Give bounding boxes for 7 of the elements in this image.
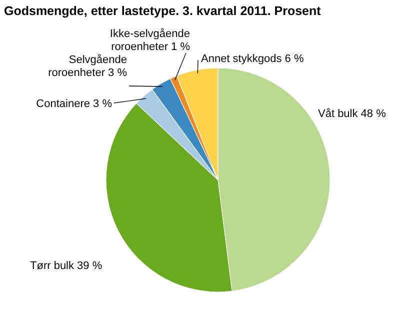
slice-label: Våt bulk 48 % <box>318 108 386 120</box>
slice-label: Ikke-selvgående roroenheter 1 % <box>110 28 190 53</box>
slice-label: Containere 3 % <box>36 98 112 110</box>
chart-title: Godsmengde, etter lastetype. 3. kvartal 2011. Prosent <box>4 4 322 18</box>
slice-label: Annet stykkgods 6 % <box>201 53 304 65</box>
slice-label: Selvgående roroenheter 3 % <box>48 54 128 79</box>
slice-label: Tørr bulk 39 % <box>30 260 102 272</box>
